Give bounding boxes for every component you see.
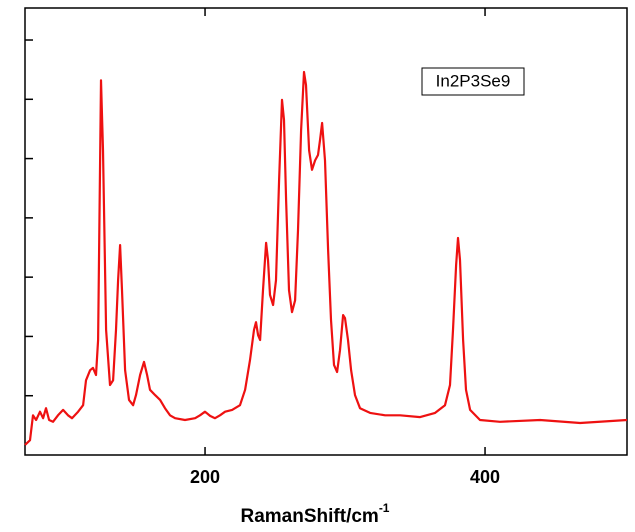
plot-frame: [24, 7, 628, 456]
x-axis-label-text: RamanShift/cm: [241, 506, 379, 527]
legend-box: [421, 67, 525, 96]
x-axis-label: RamanShift/cm-1: [241, 501, 390, 527]
legend-label: In2P3Se9: [436, 71, 511, 90]
x-tick-label: 200: [190, 467, 220, 487]
x-axis-label-sup: -1: [379, 501, 390, 515]
spectrum-line: [24, 70, 628, 446]
x-tick-label: 400: [470, 467, 500, 487]
